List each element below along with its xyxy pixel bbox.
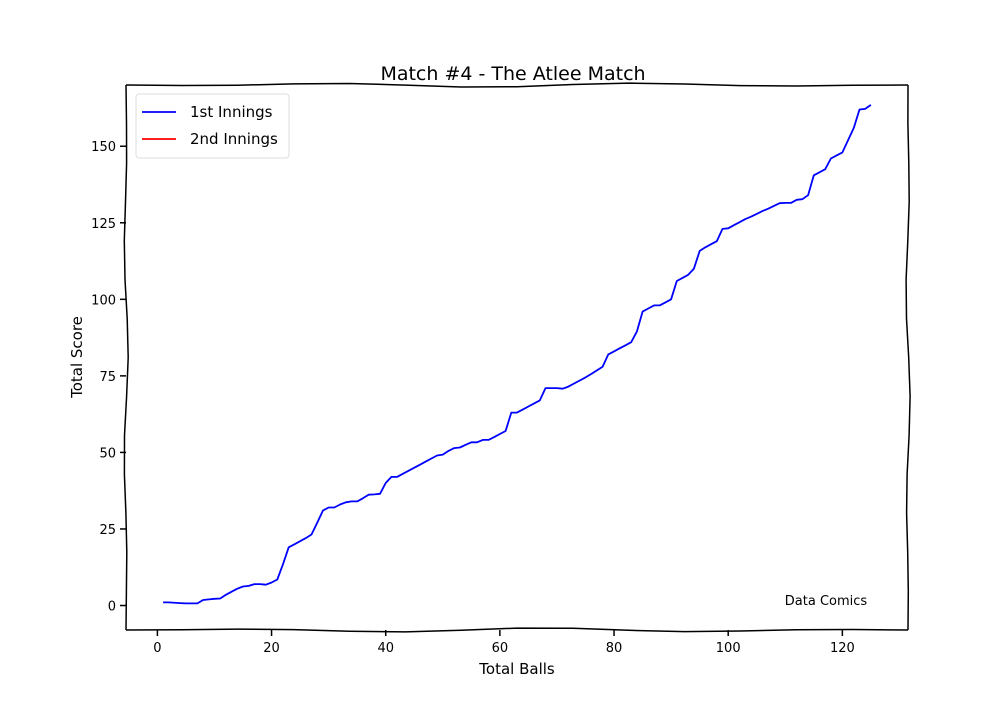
legend-label-1: 1st Innings: [190, 103, 273, 121]
x-axis-label: Total Balls: [478, 660, 555, 678]
frame-right: [905, 84, 911, 631]
y-axis-line: [123, 84, 129, 631]
y-tick-label: 50: [99, 446, 116, 461]
y-tick-label: 75: [99, 370, 116, 385]
chart-title: Match #4 - The Atlee Match: [380, 63, 645, 85]
x-tick-label: 0: [153, 641, 161, 656]
y-axis-label: Total Score: [68, 316, 86, 399]
y-tick-label: 150: [91, 140, 116, 155]
x-tick-label: 100: [716, 641, 741, 656]
y-tick-label: 25: [99, 523, 116, 538]
legend-box: [135, 93, 290, 159]
legend: 1st Innings 2nd Innings: [135, 93, 290, 159]
plot-frame: [123, 82, 911, 633]
data-comics-annotation: Data Comics: [785, 594, 868, 609]
x-tick-label: 80: [606, 641, 623, 656]
x-tick-label: 120: [830, 641, 855, 656]
frame-top: [125, 82, 909, 88]
legend-label-2: 2nd Innings: [190, 130, 278, 148]
x-tick-label: 20: [263, 641, 280, 656]
y-tick-label: 0: [108, 600, 116, 615]
x-tick-label: 40: [377, 641, 394, 656]
x-axis-line: [125, 627, 909, 633]
y-tick-label: 100: [91, 293, 116, 308]
series-line-1: [163, 104, 872, 605]
x-tick-label: 60: [492, 641, 509, 656]
y-tick-label: 125: [91, 217, 116, 232]
